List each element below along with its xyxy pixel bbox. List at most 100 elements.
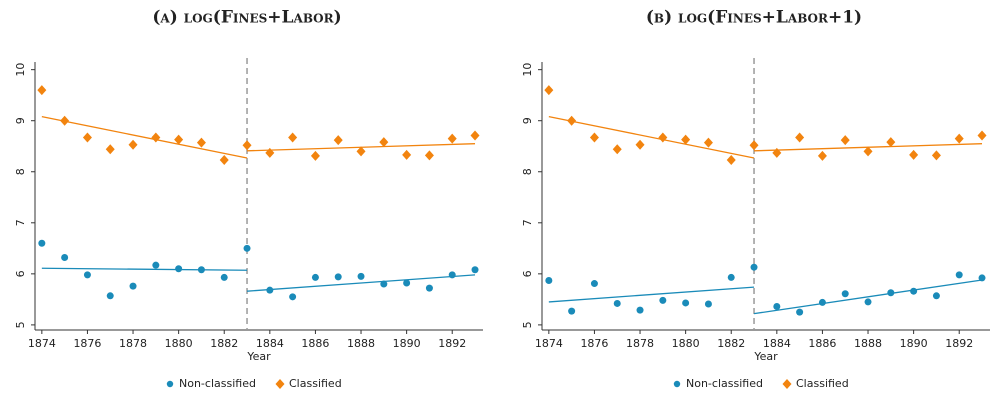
legend-marker [673, 380, 681, 388]
point [909, 149, 919, 160]
y-tick-label: 5 [521, 321, 534, 328]
x-tick-label: 1876 [580, 337, 608, 350]
point [151, 132, 161, 143]
point [682, 299, 690, 307]
chart-title: (a) log(Fines+Labor) [152, 8, 341, 28]
point [448, 271, 456, 279]
point [174, 134, 184, 145]
point [931, 150, 941, 161]
point [288, 132, 298, 143]
point [612, 144, 622, 155]
y-tick-label: 8 [14, 168, 27, 175]
point [196, 137, 206, 148]
fit-line [41, 267, 248, 271]
point [105, 144, 115, 155]
point [568, 307, 576, 315]
x-tick-label: 1892 [945, 337, 973, 350]
x-axis-label: Year [753, 350, 778, 363]
point [726, 155, 736, 166]
fit-line [753, 279, 983, 315]
point [932, 292, 940, 300]
point [977, 130, 987, 141]
point [544, 85, 554, 96]
x-tick-label: 1874 [535, 337, 563, 350]
y-tick-label: 8 [521, 168, 534, 175]
x-tick-label: 1880 [672, 337, 700, 350]
point [242, 140, 252, 151]
x-tick-label: 1884 [256, 337, 284, 350]
x-tick-label: 1886 [808, 337, 836, 350]
x-tick-label: 1888 [854, 337, 882, 350]
x-tick-label: 1878 [626, 337, 654, 350]
point [840, 135, 850, 146]
x-tick-label: 1884 [763, 337, 791, 350]
point [703, 137, 713, 148]
point [841, 290, 849, 298]
point [681, 134, 691, 145]
legend-marker [166, 380, 174, 388]
point [403, 279, 411, 287]
x-tick-label: 1888 [347, 337, 375, 350]
point [910, 287, 918, 295]
point [750, 263, 758, 271]
point [590, 280, 598, 288]
point [887, 289, 895, 297]
fit-line [246, 274, 476, 292]
point [220, 273, 228, 281]
point [289, 293, 297, 301]
y-tick-label: 10 [14, 63, 27, 77]
point [60, 115, 70, 126]
y-tick-label: 6 [14, 270, 27, 277]
x-tick-label: 1882 [210, 337, 238, 350]
point [379, 137, 389, 148]
point [129, 282, 137, 290]
legend-marker [275, 379, 285, 389]
x-tick-label: 1878 [119, 337, 147, 350]
point [749, 140, 759, 151]
point [795, 132, 805, 143]
point [219, 155, 229, 166]
point [545, 276, 553, 284]
y-tick-label: 6 [521, 270, 534, 277]
x-tick-label: 1876 [73, 337, 101, 350]
point [613, 299, 621, 307]
x-tick-label: 1882 [717, 337, 745, 350]
y-tick-label: 9 [521, 117, 534, 124]
point [471, 266, 479, 274]
point [424, 150, 434, 161]
legend-label: Non-classified [686, 377, 763, 390]
legend-label: Classified [796, 377, 849, 390]
x-axis-label: Year [246, 350, 271, 363]
point [864, 298, 872, 306]
x-tick-label: 1892 [438, 337, 466, 350]
point [470, 130, 480, 141]
point [954, 133, 964, 144]
point [310, 150, 320, 161]
point [243, 244, 251, 252]
legend-marker [782, 379, 792, 389]
point [659, 296, 667, 304]
point [704, 300, 712, 308]
point [772, 147, 782, 158]
point [197, 266, 205, 274]
legend-label: Non-classified [179, 377, 256, 390]
y-tick-label: 10 [521, 63, 534, 77]
point [635, 139, 645, 150]
y-tick-label: 5 [14, 321, 27, 328]
point [266, 286, 274, 294]
point [636, 306, 644, 314]
point [589, 132, 599, 143]
point [333, 135, 343, 146]
point [106, 292, 114, 300]
point [356, 146, 366, 157]
point [567, 115, 577, 126]
legend-label: Classified [289, 377, 342, 390]
fit-line [41, 115, 248, 159]
point [955, 271, 963, 279]
point [37, 85, 47, 96]
x-tick-label: 1890 [900, 337, 928, 350]
x-tick-label: 1890 [393, 337, 421, 350]
point [817, 150, 827, 161]
chart-title: (b) log(Fines+Labor+1) [646, 8, 862, 28]
